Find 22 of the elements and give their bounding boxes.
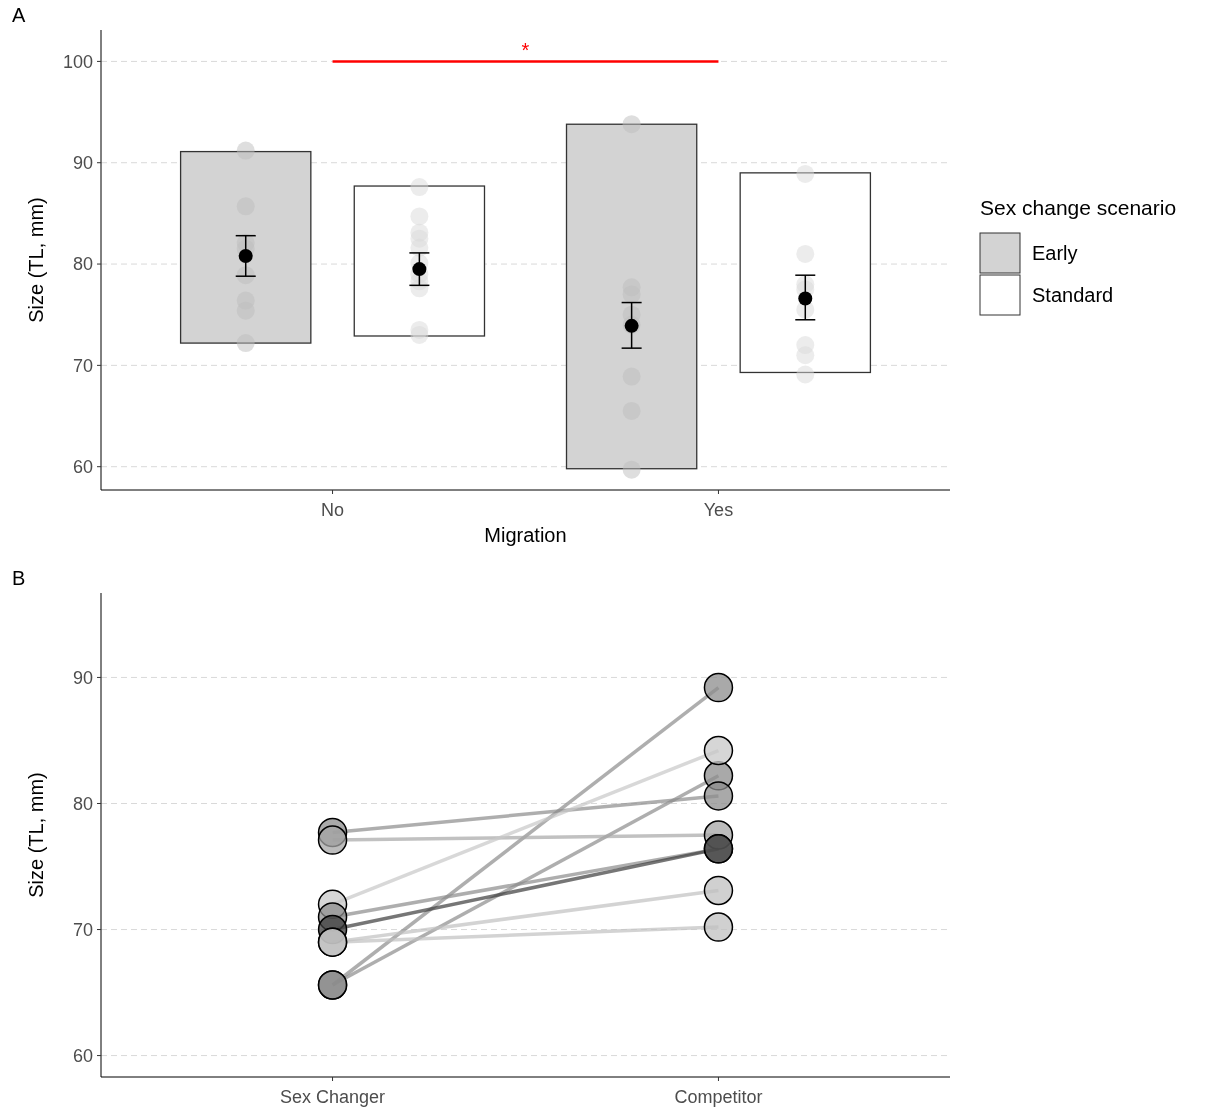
y-axis-title: Size (TL, mm) bbox=[25, 772, 47, 898]
legend-label: Standard bbox=[1032, 284, 1114, 306]
y-tick-label: 80 bbox=[72, 254, 93, 275]
y-tick-label: 80 bbox=[72, 793, 93, 814]
y-axis-title: Size (TL, mm) bbox=[25, 197, 47, 323]
x-tick-label: Yes bbox=[703, 500, 734, 520]
x-tick-label: Sex Changer bbox=[280, 1087, 386, 1107]
legend-title: Sex change scenario bbox=[980, 196, 1177, 219]
y-tick-label: 100 bbox=[62, 51, 93, 72]
x-tick-label: No bbox=[321, 500, 345, 520]
x-tick-label: Competitor bbox=[674, 1087, 763, 1107]
y-tick-label: 60 bbox=[72, 1045, 93, 1066]
x-axis-title: Migration bbox=[484, 524, 567, 546]
y-tick-label: 60 bbox=[72, 457, 93, 477]
annotation: * bbox=[521, 39, 530, 62]
y-tick-label: 90 bbox=[72, 667, 93, 688]
legend-label: Early bbox=[1032, 242, 1078, 264]
chart-title: B bbox=[12, 567, 26, 589]
y-tick-label: 90 bbox=[72, 153, 93, 174]
y-tick-label: 70 bbox=[72, 355, 93, 376]
chart-title: A bbox=[12, 4, 26, 26]
y-tick-label: 70 bbox=[72, 919, 93, 940]
